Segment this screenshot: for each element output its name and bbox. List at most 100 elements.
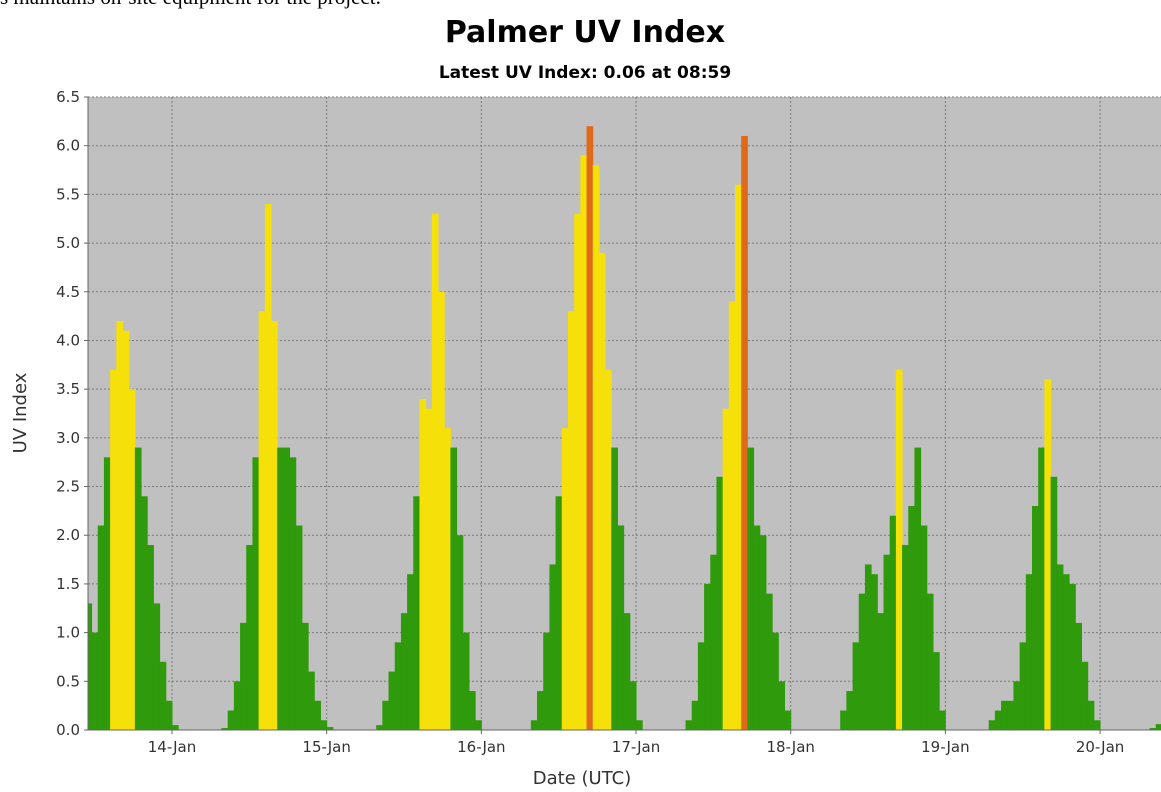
y-tick-label: 1.5 [56,575,80,593]
y-tick-label: 6.5 [56,88,80,106]
y-tick-label: 0.5 [56,672,80,690]
bar [450,447,458,730]
bar [475,720,482,730]
bar [710,554,717,730]
y-tick-label: 1.0 [56,624,80,642]
bar [1069,583,1076,730]
y-tick-label: 6.0 [56,137,80,155]
bar [283,447,291,730]
bar [1087,700,1095,730]
bar [537,691,544,730]
bar [314,700,321,730]
bar [233,681,241,730]
bar [772,632,779,730]
bar [926,593,934,730]
bar [889,515,897,730]
bar [840,710,847,730]
bar [846,691,854,730]
bar [128,389,136,730]
bar [623,613,631,730]
bar [555,496,563,730]
bar [728,301,736,730]
bar [920,525,928,730]
x-tick-label: 17-Jan [612,738,660,756]
bar [1044,379,1052,730]
bar [246,544,253,730]
bar [530,720,538,730]
bar [617,525,625,730]
bar [629,681,637,730]
bar [1025,574,1033,730]
bar [697,642,705,730]
bar [852,642,860,730]
bar [88,603,93,730]
bar [939,710,946,730]
bar [605,369,612,730]
bar [895,369,903,730]
y-tick-label: 0.0 [56,721,80,739]
bar [110,369,117,730]
bar [301,622,309,730]
bar [407,574,414,730]
x-tick-label: 16-Jan [457,738,505,756]
bar [1050,476,1058,730]
bar [914,447,922,730]
bar [1056,564,1064,730]
bar [864,564,872,730]
bar [468,691,476,730]
y-tick-label: 2.5 [56,478,80,496]
bar [636,720,643,730]
bar [431,213,439,730]
bar [753,525,761,730]
bars [88,126,1161,730]
bar [1013,681,1021,730]
y-tick-label: 4.0 [56,331,80,349]
bar [722,408,730,730]
bar [691,700,699,730]
bar [908,506,915,730]
bar [240,622,247,730]
bar [994,710,1002,730]
bar [277,447,284,730]
bar [1149,728,1157,730]
bar [116,320,123,730]
bar [988,720,996,730]
x-axis-label: Date (UTC) [533,768,631,789]
bar [159,661,167,730]
x-tick-label: 18-Jan [766,738,814,756]
bar [1062,574,1070,730]
bar [871,574,878,730]
bar [1007,700,1014,730]
bar [858,593,866,730]
bar [147,544,154,730]
bar [784,710,792,730]
chart-title: Palmer UV Index [445,15,725,50]
x-tick-label: 15-Jan [302,738,350,756]
bar [549,564,557,730]
y-tick-label: 3.5 [56,380,80,398]
y-tick-label: 5.0 [56,234,80,252]
bar [574,213,581,730]
bar [586,126,594,730]
bar [122,330,130,730]
y-tick-label: 4.5 [56,283,80,301]
bar [765,593,773,730]
bar [735,184,742,730]
bar [933,652,940,730]
x-tick-label: 19-Jan [921,738,969,756]
bar [598,252,606,730]
bar [165,700,173,730]
bar [326,727,334,730]
bar [611,447,618,730]
bar [741,135,748,730]
bar [103,457,111,730]
bar [134,447,142,730]
bar [97,525,105,730]
bar [704,583,711,730]
bar [747,447,755,730]
bar [289,457,297,730]
y-tick-label: 5.5 [56,185,80,203]
bar [1019,642,1027,730]
y-axis-label: UV Index [10,372,31,453]
